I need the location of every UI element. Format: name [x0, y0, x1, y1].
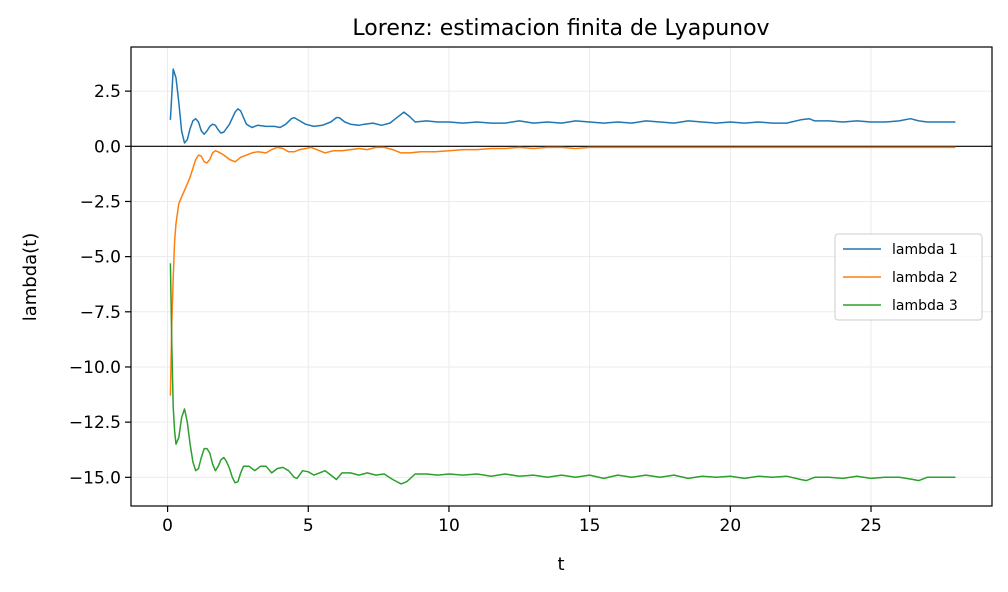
x-tick-label: 20 [720, 516, 742, 536]
y-tick-label: −12.5 [69, 413, 121, 433]
y-tick-label: −15.0 [69, 468, 121, 488]
x-tick-label: 10 [438, 516, 460, 536]
y-tick-label: −2.5 [80, 192, 121, 212]
x-axis-ticks: 0 5 10 15 20 25 [162, 506, 882, 536]
y-tick-label: 0.0 [94, 137, 121, 157]
y-tick-label: −7.5 [80, 303, 121, 323]
legend-box [834, 233, 983, 321]
series-line-2 [169, 146, 956, 396]
y-axis-label: lambda(t) [20, 233, 41, 322]
x-tick-label: 25 [860, 516, 882, 536]
legend-label-2: lambda 2 [892, 270, 958, 286]
chart-title: Lorenz: estimacion finita de Lyapunov [352, 16, 769, 41]
plot-area [130, 46, 993, 507]
y-axis-ticks: 2.5 0.0 −2.5 −5.0 −7.5 −10.0 −12.5 −15.0 [69, 82, 131, 488]
x-axis-label: t [557, 554, 564, 575]
y-tick-label: −5.0 [80, 248, 121, 268]
x-tick-label: 15 [579, 516, 601, 536]
y-tick-label: −10.0 [69, 358, 121, 378]
series-line-3 [169, 263, 956, 485]
series-layer [169, 68, 956, 485]
x-tick-label: 0 [162, 516, 173, 536]
legend-label-1: lambda 1 [892, 242, 958, 258]
series-line-1 [169, 68, 956, 144]
x-tick-label: 5 [303, 516, 314, 536]
legend-label-3: lambda 3 [892, 298, 958, 314]
y-tick-label: 2.5 [94, 82, 121, 102]
legend: lambda 1 lambda 2 lambda 3 [834, 233, 983, 321]
